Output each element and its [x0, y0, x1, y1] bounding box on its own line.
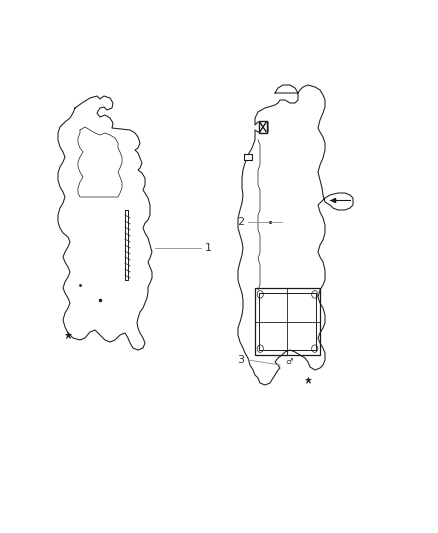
FancyBboxPatch shape — [259, 121, 267, 133]
Text: 3: 3 — [237, 355, 244, 365]
Bar — [255, 288, 320, 355]
Text: 1: 1 — [205, 243, 212, 253]
FancyBboxPatch shape — [244, 154, 251, 160]
Bar — [259, 293, 316, 350]
Text: 2: 2 — [237, 217, 244, 227]
Text: ♂: ♂ — [285, 358, 293, 367]
